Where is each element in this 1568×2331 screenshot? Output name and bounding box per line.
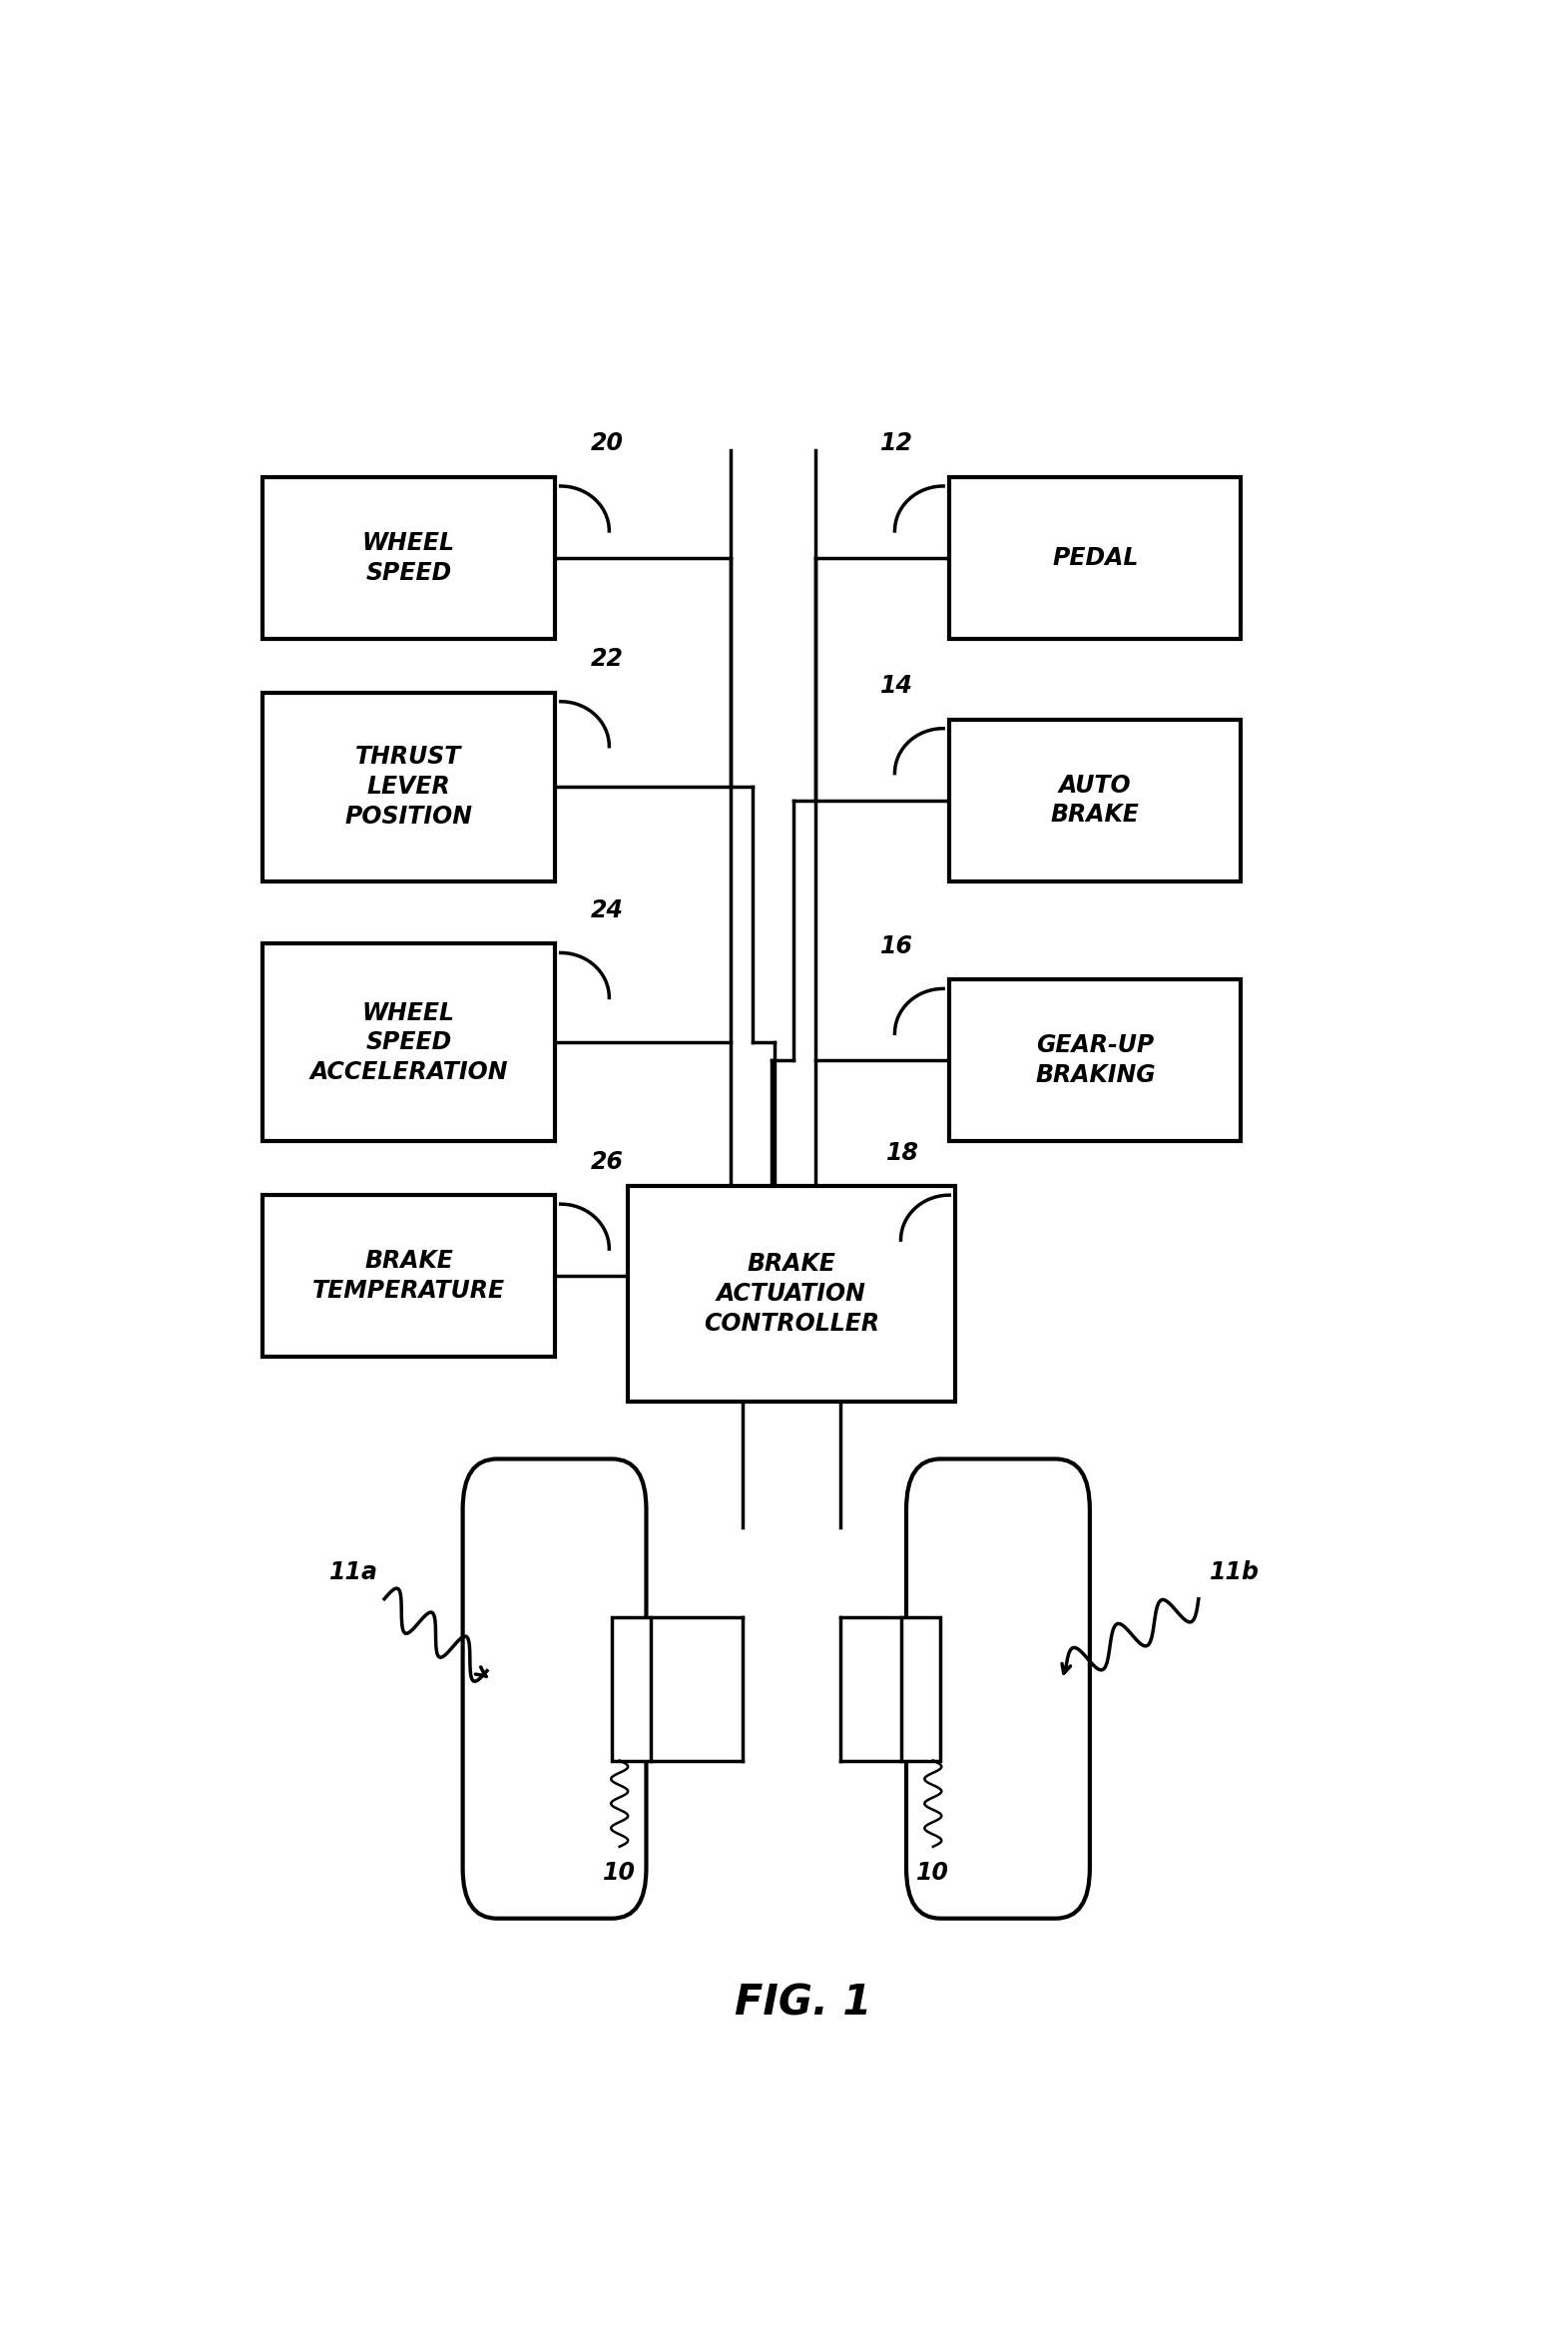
Text: AUTO
BRAKE: AUTO BRAKE (1051, 774, 1140, 828)
Text: 22: 22 (591, 648, 624, 671)
FancyBboxPatch shape (949, 478, 1242, 639)
FancyBboxPatch shape (263, 692, 555, 881)
FancyBboxPatch shape (463, 1459, 646, 1918)
FancyBboxPatch shape (627, 1186, 955, 1401)
Text: WHEEL
SPEED
ACCELERATION: WHEEL SPEED ACCELERATION (309, 1000, 508, 1084)
FancyBboxPatch shape (949, 979, 1242, 1142)
FancyBboxPatch shape (612, 1618, 651, 1760)
Text: 11b: 11b (1210, 1559, 1259, 1585)
Text: 24: 24 (591, 897, 624, 923)
Text: 20: 20 (591, 431, 624, 455)
Text: FIG. 1: FIG. 1 (735, 1981, 872, 2023)
Text: 16: 16 (880, 935, 913, 958)
Text: 14: 14 (880, 674, 913, 697)
Text: GEAR-UP
BRAKING: GEAR-UP BRAKING (1035, 1033, 1156, 1086)
FancyBboxPatch shape (906, 1459, 1090, 1918)
Text: 10: 10 (604, 1860, 637, 1886)
FancyBboxPatch shape (949, 720, 1242, 881)
Text: THRUST
LEVER
POSITION: THRUST LEVER POSITION (345, 746, 472, 828)
Text: 26: 26 (591, 1149, 624, 1172)
FancyBboxPatch shape (263, 944, 555, 1142)
Text: 11a: 11a (329, 1559, 378, 1585)
FancyBboxPatch shape (263, 478, 555, 639)
Text: BRAKE
ACTUATION
CONTROLLER: BRAKE ACTUATION CONTROLLER (704, 1252, 880, 1336)
FancyBboxPatch shape (902, 1618, 941, 1760)
Text: BRAKE
TEMPERATURE: BRAKE TEMPERATURE (312, 1249, 505, 1303)
Text: 18: 18 (886, 1140, 919, 1166)
Text: 12: 12 (880, 431, 913, 455)
FancyBboxPatch shape (263, 1196, 555, 1357)
Text: PEDAL: PEDAL (1052, 545, 1138, 569)
Text: WHEEL
SPEED: WHEEL SPEED (362, 531, 455, 585)
Text: 10: 10 (917, 1860, 950, 1886)
